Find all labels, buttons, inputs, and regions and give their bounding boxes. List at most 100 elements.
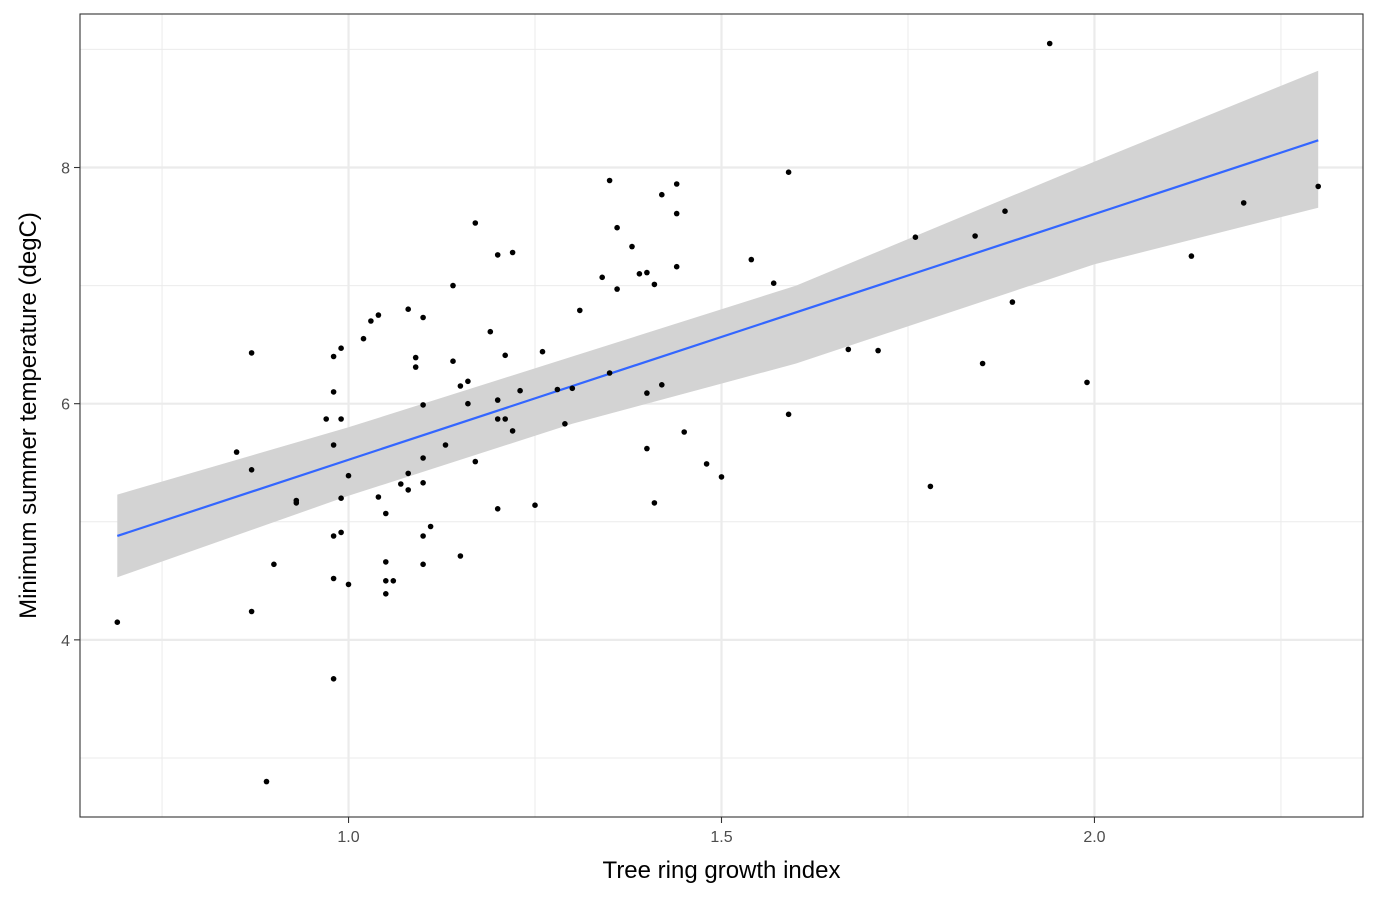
data-point xyxy=(606,177,613,184)
data-point xyxy=(718,474,725,480)
data-point xyxy=(569,385,576,392)
confidence-band xyxy=(117,70,1319,578)
data-point xyxy=(681,429,687,435)
data-point xyxy=(659,191,665,198)
data-point xyxy=(375,494,382,500)
data-point xyxy=(420,480,426,486)
data-point xyxy=(293,500,300,506)
data-point xyxy=(494,252,501,258)
data-point xyxy=(517,387,523,394)
data-point xyxy=(927,483,934,490)
data-point xyxy=(248,350,255,356)
data-point xyxy=(644,269,650,276)
data-point xyxy=(330,353,337,360)
data-point xyxy=(509,428,516,434)
data-point xyxy=(330,389,337,395)
data-point xyxy=(412,354,419,361)
data-point xyxy=(338,416,344,422)
data-point xyxy=(1315,183,1321,190)
data-point xyxy=(412,364,419,370)
fit-line-layer xyxy=(116,139,1319,537)
data-point xyxy=(472,458,479,465)
data-point xyxy=(509,249,516,256)
data-point xyxy=(383,510,389,517)
data-point xyxy=(651,281,658,288)
data-point xyxy=(338,529,344,536)
data-point xyxy=(494,506,501,512)
data-point xyxy=(345,472,352,479)
data-point xyxy=(271,561,277,568)
data-point xyxy=(450,358,456,365)
data-point xyxy=(494,397,501,403)
data-point xyxy=(465,400,471,407)
data-point xyxy=(1240,200,1247,206)
confidence-band-layer xyxy=(117,70,1319,578)
data-point xyxy=(673,181,680,187)
x-tick-label: 1.5 xyxy=(710,829,732,846)
data-point xyxy=(659,382,665,388)
data-point xyxy=(248,467,255,473)
data-point xyxy=(263,778,270,785)
data-point xyxy=(1009,299,1016,305)
y-tick-label: 6 xyxy=(61,397,70,414)
data-point xyxy=(398,481,404,487)
data-point xyxy=(442,442,449,448)
data-point xyxy=(323,416,330,422)
data-point xyxy=(405,306,412,313)
data-point xyxy=(420,314,426,321)
data-point xyxy=(457,383,464,389)
data-point xyxy=(233,449,240,455)
data-point xyxy=(651,500,658,506)
data-point xyxy=(338,495,344,502)
data-point xyxy=(405,487,412,493)
data-point xyxy=(785,169,792,175)
data-point xyxy=(554,386,561,393)
y-axis-ticks: 4 6 8 xyxy=(61,161,80,650)
data-point xyxy=(539,348,546,355)
fit-line xyxy=(116,139,1319,537)
data-point xyxy=(427,523,434,530)
data-point xyxy=(875,347,881,354)
data-point xyxy=(338,345,344,352)
y-tick-label: 4 xyxy=(61,633,70,650)
data-point xyxy=(629,243,635,250)
x-tick-label: 1.0 xyxy=(337,829,359,846)
data-point xyxy=(465,378,471,385)
data-point xyxy=(248,608,255,615)
data-point xyxy=(673,263,680,270)
data-point xyxy=(450,282,456,289)
data-point xyxy=(330,676,337,682)
data-point xyxy=(785,411,792,418)
data-point xyxy=(457,553,464,559)
data-point xyxy=(494,416,501,422)
data-point xyxy=(502,416,509,422)
data-point xyxy=(1046,40,1053,47)
data-point xyxy=(614,286,620,292)
data-point xyxy=(383,591,389,597)
data-point xyxy=(562,421,568,427)
data-point xyxy=(487,328,494,335)
data-point xyxy=(114,619,121,625)
data-point xyxy=(912,234,919,240)
data-point xyxy=(770,280,777,287)
data-point xyxy=(330,575,337,582)
data-point xyxy=(673,210,680,217)
data-point xyxy=(1188,253,1195,259)
data-point xyxy=(577,307,583,314)
data-point xyxy=(606,370,613,376)
data-point xyxy=(703,461,710,467)
data-point xyxy=(420,455,426,461)
data-point xyxy=(1084,379,1090,386)
y-tick-label: 8 xyxy=(61,161,70,178)
data-point xyxy=(644,390,650,396)
data-point xyxy=(599,274,605,281)
data-point xyxy=(405,470,412,477)
data-point xyxy=(979,360,986,367)
x-axis-title: Tree ring growth index xyxy=(603,857,841,884)
data-point xyxy=(420,402,426,408)
data-points xyxy=(114,40,1321,785)
data-point xyxy=(383,559,389,565)
data-point xyxy=(420,533,426,539)
data-point xyxy=(614,224,620,231)
